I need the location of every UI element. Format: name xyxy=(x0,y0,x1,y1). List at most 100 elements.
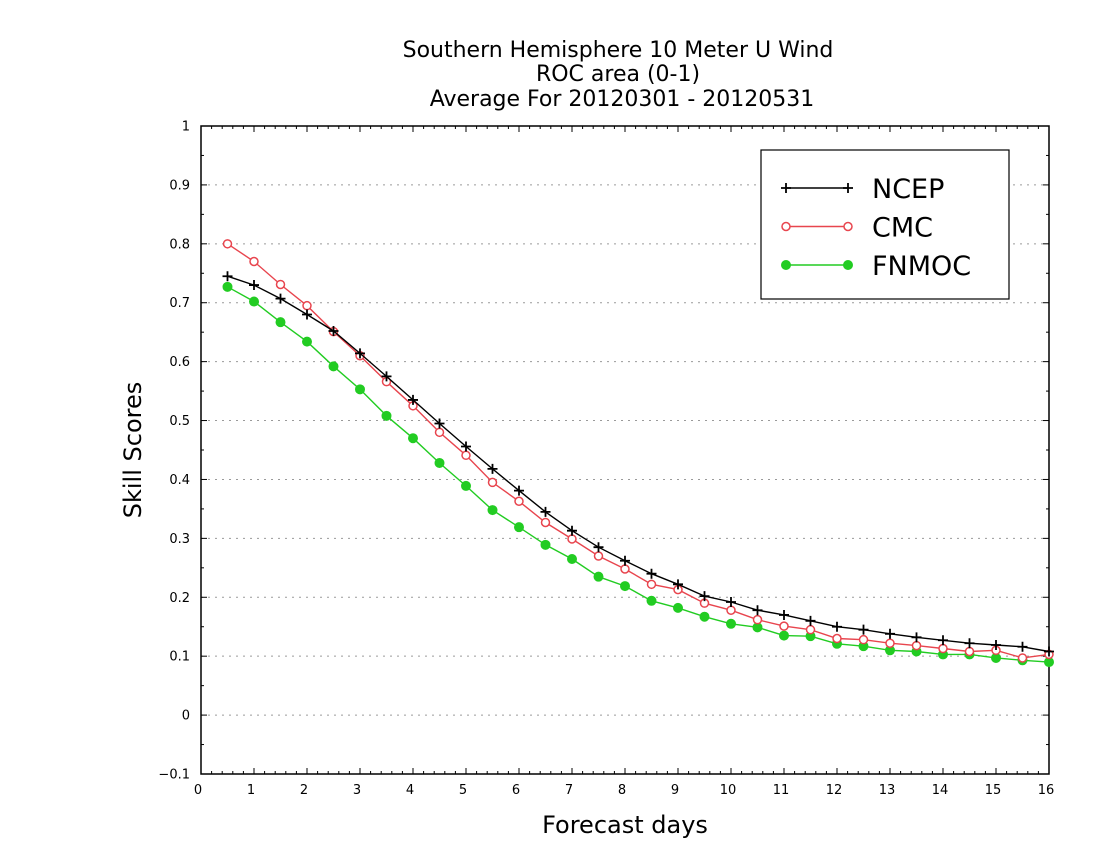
data-point-cmc xyxy=(646,579,657,590)
y-axis-tick-labels: −0.1 0 0.1 0.2 0.3 0.4 0.5 0.6 0.7 0.8 0.9 1 xyxy=(158,120,190,783)
legend-marker-ncep xyxy=(843,183,853,193)
x-tick-label: 13 xyxy=(879,783,896,798)
data-point-fnmoc xyxy=(726,618,736,629)
legend-box xyxy=(760,149,1010,300)
y-tick-label: 0.1 xyxy=(169,650,190,665)
data-point-ncep xyxy=(328,326,339,337)
data-point-cmc xyxy=(567,534,577,544)
data-point-cmc xyxy=(726,605,736,615)
data-point-ncep xyxy=(487,463,498,474)
y-tick-label: 0.7 xyxy=(169,296,190,311)
data-point-fnmoc xyxy=(355,384,365,395)
series-fnmoc xyxy=(222,281,1054,668)
y-tick-label: 0.2 xyxy=(169,591,190,606)
data-point-cmc xyxy=(938,643,948,654)
series-layer xyxy=(222,239,1054,668)
data-point-cmc xyxy=(249,256,259,267)
data-point-fnmoc xyxy=(302,336,312,347)
data-point-fnmoc xyxy=(779,630,789,641)
data-point-ncep xyxy=(434,418,445,429)
data-point-fnmoc xyxy=(222,281,233,292)
data-point-ncep xyxy=(302,309,312,320)
data-point-ncep xyxy=(275,293,286,304)
data-point-cmc xyxy=(911,640,922,651)
data-point-cmc xyxy=(275,279,286,290)
legend-entry-fnmoc: FNMOC xyxy=(781,251,971,282)
data-point-cmc xyxy=(964,646,975,657)
data-point-ncep xyxy=(938,635,948,646)
data-point-cmc xyxy=(858,634,869,645)
legend-entry-ncep: NCEP xyxy=(781,174,944,205)
chart-title-line-1: Southern Hemisphere 10 Meter U Wind xyxy=(403,38,834,63)
chart-title: Southern Hemisphere 10 Meter U Wind ROC … xyxy=(403,38,834,112)
legend-marker-ncep xyxy=(781,183,791,193)
data-point-ncep xyxy=(779,609,789,620)
x-tick-label: 11 xyxy=(773,783,790,798)
x-tick-label: 6 xyxy=(512,783,520,798)
legend-marker-cmc xyxy=(843,221,853,232)
data-point-ncep xyxy=(805,615,816,626)
x-tick-label: 10 xyxy=(720,783,737,798)
data-point-ncep xyxy=(355,348,365,359)
data-point-cmc xyxy=(593,551,604,561)
chart-title-line-3: Average For 20120301 - 20120531 xyxy=(430,87,815,112)
data-point-fnmoc xyxy=(275,317,286,328)
data-point-cmc xyxy=(620,564,630,574)
x-tick-label: 14 xyxy=(932,783,949,798)
x-tick-label: 15 xyxy=(985,783,1002,798)
data-point-fnmoc xyxy=(249,296,259,307)
data-point-ncep xyxy=(593,542,604,553)
data-point-ncep xyxy=(991,639,1001,650)
series-line-cmc xyxy=(227,243,1050,659)
grid xyxy=(201,184,1049,716)
data-point-fnmoc xyxy=(567,553,577,564)
data-point-cmc xyxy=(1017,653,1028,663)
data-point-fnmoc xyxy=(514,522,524,533)
series-cmc xyxy=(222,239,1054,663)
y-tick-label: −0.1 xyxy=(158,768,190,783)
data-point-cmc xyxy=(885,638,895,648)
chart-title-line-2: ROC area (0-1) xyxy=(536,62,700,87)
data-point-ncep xyxy=(752,605,763,616)
data-point-cmc xyxy=(434,427,445,438)
x-axis-tick-labels: 0 1 2 3 4 5 6 7 8 9 10 11 12 13 14 15 16 xyxy=(194,783,1054,798)
data-point-ncep xyxy=(540,506,551,517)
x-tick-label: 5 xyxy=(459,783,467,798)
legend-label-ncep: NCEP xyxy=(872,174,944,205)
legend-label-fnmoc: FNMOC xyxy=(872,251,971,282)
data-point-fnmoc xyxy=(461,480,471,491)
y-tick-label: 0.5 xyxy=(169,414,190,429)
data-point-cmc xyxy=(752,614,763,625)
data-point-ncep xyxy=(408,394,418,405)
x-tick-label: 1 xyxy=(247,783,255,798)
data-point-fnmoc xyxy=(540,539,551,550)
data-point-ncep xyxy=(832,621,842,632)
data-point-fnmoc xyxy=(673,602,683,613)
series-ncep xyxy=(222,271,1054,657)
data-point-fnmoc xyxy=(487,505,498,516)
y-tick-label: 0.9 xyxy=(169,178,190,193)
x-tick-label: 9 xyxy=(671,783,679,798)
data-point-cmc xyxy=(805,624,816,635)
y-tick-label: 0.6 xyxy=(169,355,190,370)
data-point-cmc xyxy=(461,450,471,461)
data-point-fnmoc xyxy=(699,611,710,622)
y-tick-label: 0.8 xyxy=(169,237,190,252)
y-tick-label: 0.4 xyxy=(169,473,190,488)
series-line-fnmoc xyxy=(227,286,1050,663)
x-tick-label: 16 xyxy=(1038,783,1055,798)
data-point-cmc xyxy=(514,496,524,507)
data-point-ncep xyxy=(858,624,869,635)
x-tick-label: 0 xyxy=(194,783,202,798)
data-point-ncep xyxy=(964,638,975,649)
legend-marker-fnmoc xyxy=(781,260,791,270)
axis-ticks xyxy=(200,125,1050,775)
legend-label-cmc: CMC xyxy=(872,213,933,244)
x-tick-label: 7 xyxy=(565,783,573,798)
data-point-ncep xyxy=(567,525,577,536)
data-point-ncep xyxy=(620,555,630,566)
x-tick-label: 3 xyxy=(353,783,361,798)
data-point-ncep xyxy=(726,596,736,607)
data-point-ncep xyxy=(673,579,683,590)
